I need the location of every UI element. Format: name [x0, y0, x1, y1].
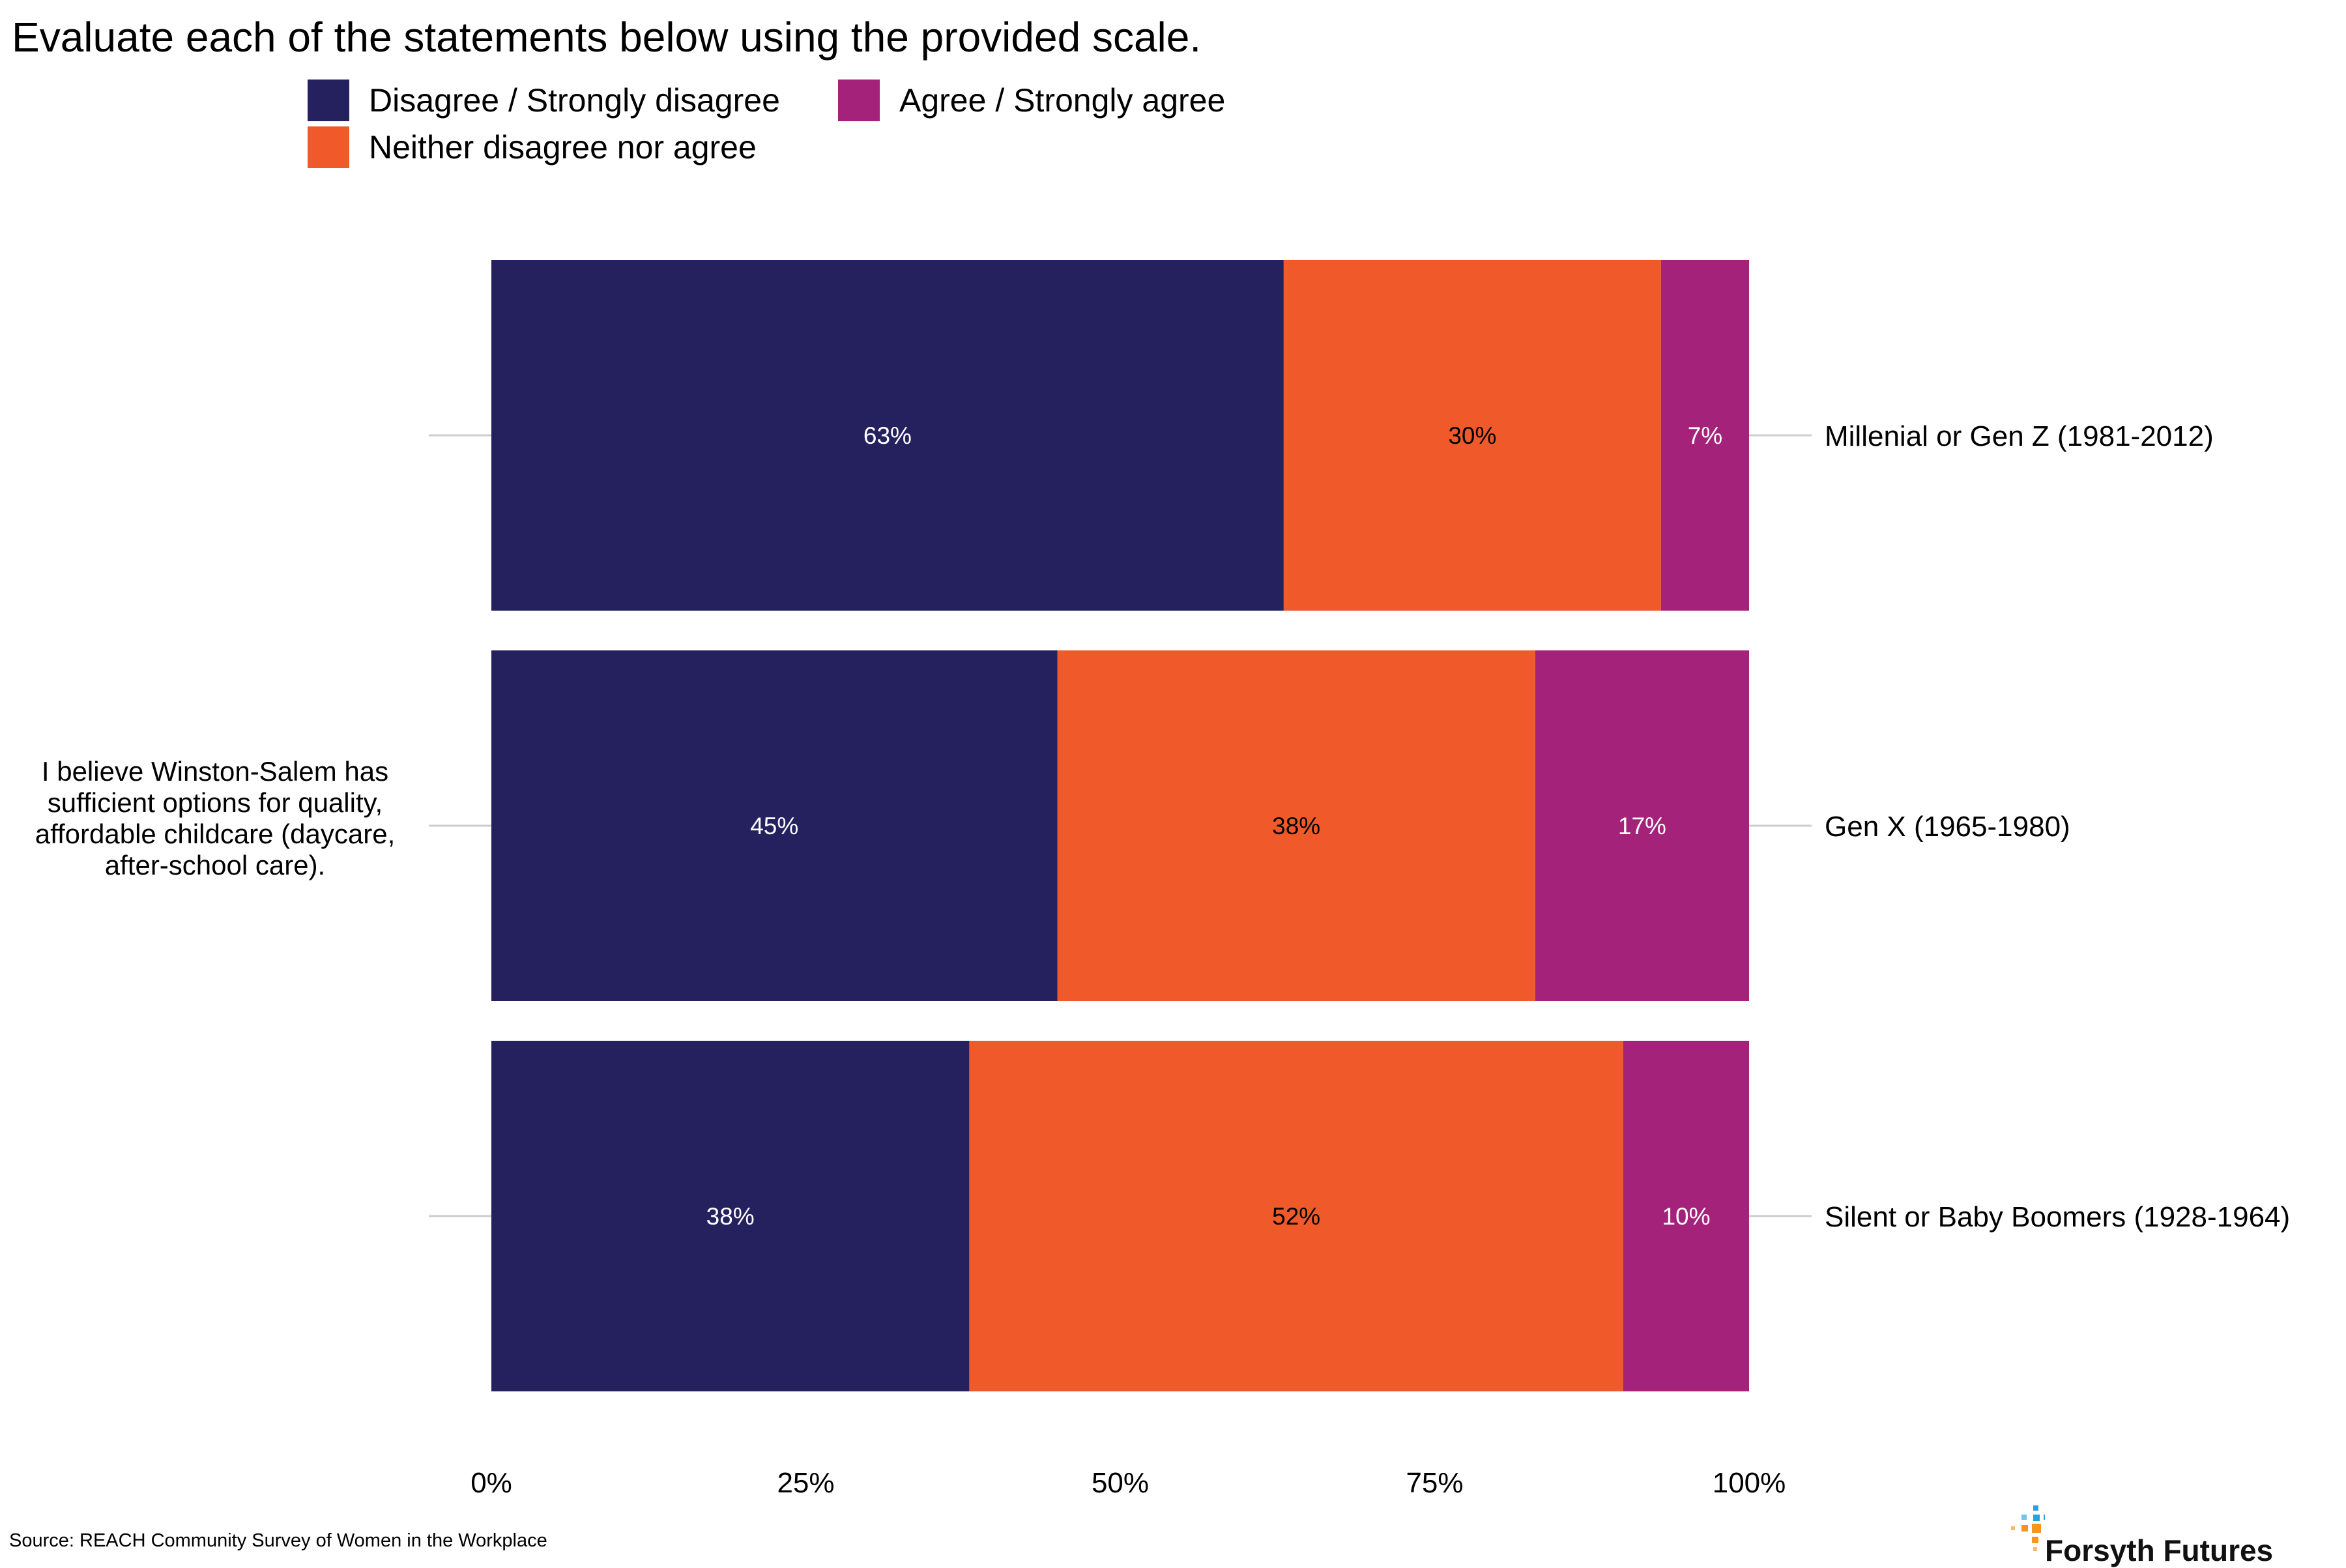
- bar-value-label: 38%: [706, 1203, 755, 1230]
- bar-value-label: 38%: [1272, 813, 1320, 839]
- source-note: Source: REACH Community Survey of Women …: [9, 1530, 547, 1551]
- bar-segment: [1623, 1041, 1749, 1391]
- legend-swatch-agree: [838, 80, 880, 121]
- bar-value-label: 17%: [1618, 813, 1666, 839]
- bar-value-label: 52%: [1272, 1203, 1320, 1230]
- x-tick-label: 50%: [1092, 1467, 1149, 1499]
- bar-value-label: 30%: [1448, 422, 1496, 449]
- bar-value-label: 63%: [863, 422, 912, 449]
- bar-segment: [1283, 260, 1661, 611]
- brand-name: Forsyth Futures: [2045, 1533, 2274, 1567]
- bar-segment: [1057, 650, 1535, 1001]
- legend-swatch-neither: [308, 126, 349, 168]
- category-label: Millenial or Gen Z (1981-2012): [1825, 420, 2214, 452]
- chart-title: Evaluate each of the statements below us…: [12, 14, 1202, 61]
- legend-label-agree: Agree / Strongly agree: [899, 82, 1226, 119]
- legend-item-neither: Neither disagree nor agree: [308, 126, 757, 168]
- x-tick-label: 100%: [1713, 1467, 1786, 1499]
- bar-segment: [969, 1041, 1623, 1391]
- bar-value-label: 45%: [750, 813, 798, 839]
- x-tick-label: 0%: [471, 1467, 512, 1499]
- bar-segment: [491, 650, 1058, 1001]
- question-label: I believe Winston-Salem has sufficient o…: [35, 756, 396, 880]
- bar-segment: [1660, 260, 1749, 611]
- legend-item-disagree: Disagree / Strongly disagree: [308, 80, 780, 121]
- bar-value-label: 10%: [1662, 1203, 1710, 1230]
- forsyth-futures-logo-icon: [2011, 1505, 2045, 1551]
- legend-item-agree: Agree / Strongly agree: [838, 80, 1225, 121]
- legend-label-neither: Neither disagree nor agree: [369, 129, 757, 166]
- bar-segment: [491, 260, 1284, 611]
- x-tick-label: 75%: [1406, 1467, 1463, 1499]
- category-label: Silent or Baby Boomers (1928-1964): [1825, 1201, 2290, 1233]
- legend-swatch-disagree: [308, 80, 349, 121]
- category-label: Gen X (1965-1980): [1825, 811, 2070, 843]
- bar-segment: [1535, 650, 1749, 1001]
- bar-segment: [491, 1041, 970, 1391]
- bar-value-label: 7%: [1688, 422, 1722, 449]
- legend-label-disagree: Disagree / Strongly disagree: [369, 82, 780, 119]
- x-tick-label: 25%: [777, 1467, 834, 1499]
